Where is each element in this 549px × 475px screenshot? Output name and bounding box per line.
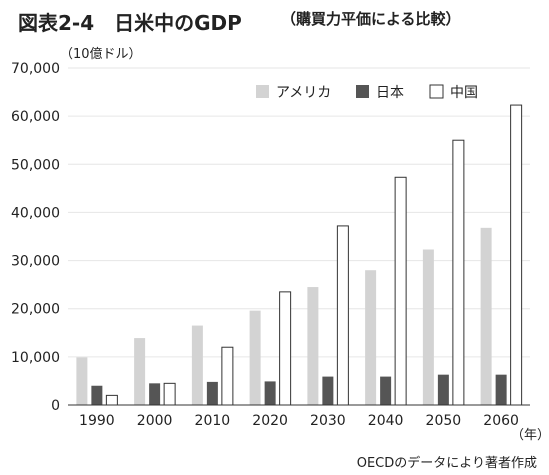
legend: アメリカ 日本 中国 — [256, 84, 478, 101]
y-tick-label: 70,000 — [11, 61, 60, 77]
bar-china — [452, 139, 465, 406]
y-tick-label: 40,000 — [11, 205, 60, 221]
bar-china — [105, 394, 118, 406]
bar-usa — [191, 325, 203, 405]
source-note: OECDのデータにより著者作成 — [357, 455, 537, 471]
x-tick-label: 2040 — [368, 413, 404, 429]
bar-china — [336, 225, 349, 406]
bar-usa — [134, 338, 146, 405]
x-axis-unit: （年） — [511, 428, 549, 443]
y-tick-label: 30,000 — [11, 254, 60, 270]
bar-japan — [206, 381, 218, 405]
y-tick-label: 60,000 — [11, 109, 60, 125]
bar-usa — [307, 287, 319, 405]
bar-japan — [91, 385, 103, 405]
bars — [76, 104, 523, 406]
bar-japan — [380, 376, 392, 405]
legend-label: 日本 — [376, 85, 404, 101]
bar-china — [394, 176, 407, 406]
bar-japan — [149, 383, 161, 405]
x-tick-label: 2000 — [137, 413, 173, 429]
x-tick-label: 1990 — [79, 413, 115, 429]
x-tick-label: 2020 — [252, 413, 288, 429]
y-axis-unit: （10億ドル） — [60, 46, 142, 62]
x-tick-label: 2010 — [195, 413, 231, 429]
x-axis-ticks: 1990 2000 2010 2020 2030 2040 2050 2060 — [79, 413, 519, 429]
bar-usa — [422, 249, 434, 405]
bar-usa — [249, 310, 261, 405]
bar-japan — [437, 374, 449, 405]
legend-label: 中国 — [450, 85, 478, 101]
legend-label: アメリカ — [276, 85, 331, 101]
x-tick-label: 2050 — [426, 413, 462, 429]
bar-usa — [365, 270, 377, 405]
x-tick-label: 2060 — [483, 413, 519, 429]
bar-usa — [76, 357, 88, 405]
y-axis-ticks: 0 10,000 20,000 30,000 40,000 50,000 60,000 70,… — [11, 61, 60, 414]
legend-swatch — [256, 85, 269, 98]
chart-title-note: （購買力平価による比較） — [281, 10, 461, 28]
x-tick-label: 2030 — [310, 413, 346, 429]
bar-china — [163, 382, 176, 406]
bar-japan — [264, 381, 276, 405]
bar-japan — [495, 374, 507, 405]
bar-china — [221, 346, 234, 406]
chart-title: 図表2-4 日米中のGDP — [18, 11, 242, 35]
bar-china — [510, 104, 523, 406]
y-tick-label: 10,000 — [11, 350, 60, 366]
y-tick-label: 20,000 — [11, 302, 60, 318]
bar-japan — [322, 376, 334, 405]
legend-swatch — [429, 84, 444, 99]
y-tick-label: 0 — [51, 398, 60, 414]
bar-usa — [480, 227, 492, 405]
gridlines — [68, 67, 530, 358]
y-tick-label: 50,000 — [11, 157, 60, 173]
bar-china — [279, 291, 292, 406]
legend-swatch — [356, 85, 369, 98]
